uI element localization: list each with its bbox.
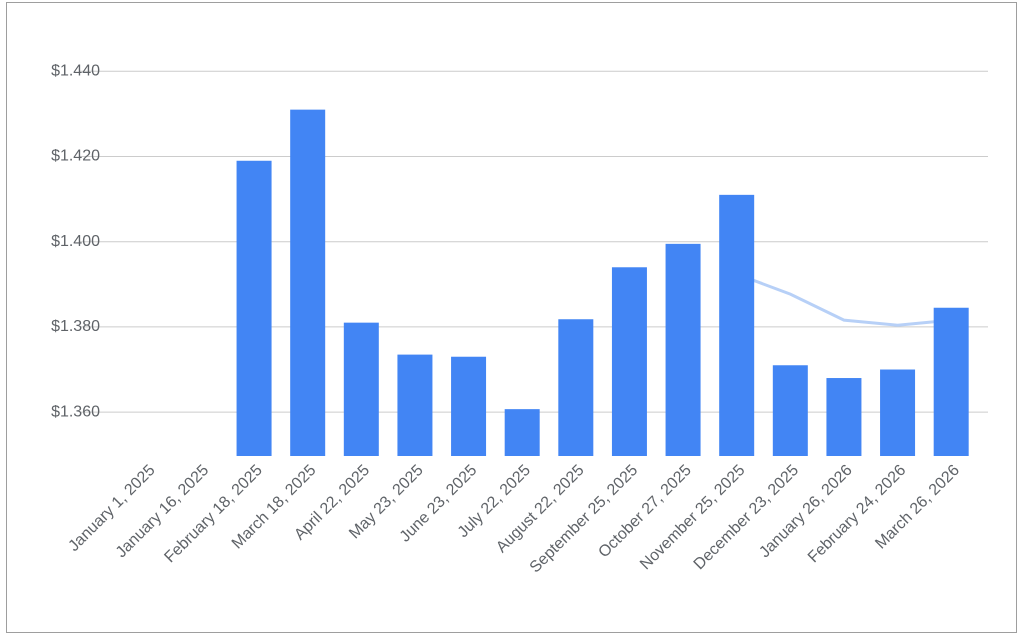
bar [611,267,647,456]
bar [665,243,701,456]
line-layer [736,272,952,327]
y-tick-label: $1.360 [51,403,100,420]
bar [558,319,594,456]
bar [397,354,433,456]
y-tick-label: $1.400 [51,233,100,250]
bar [826,378,862,456]
bar [343,322,379,456]
bar [236,160,272,457]
bar [933,307,969,456]
bar [290,109,326,456]
y-tick-label: $1.440 [51,63,100,80]
chart-frame [6,2,1017,633]
bar [504,409,540,456]
bar [880,369,916,456]
bar [451,356,487,456]
y-tick-label: $1.420 [51,148,100,165]
bar [772,365,808,456]
bar [719,194,755,457]
y-tick-label: $1.380 [51,318,100,335]
line-series [736,272,952,327]
bar-layer [236,109,969,457]
